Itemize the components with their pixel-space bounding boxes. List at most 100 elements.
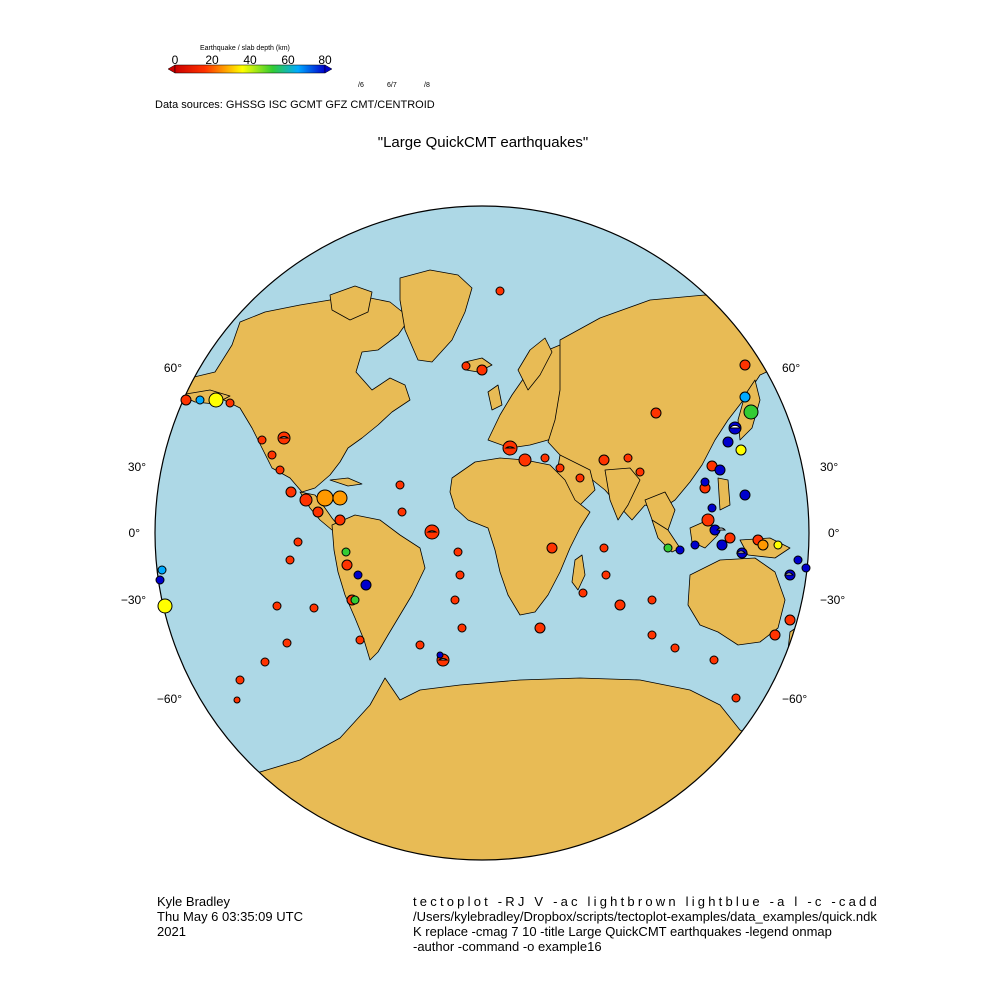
earthquake-marker — [453, 547, 463, 557]
command-line: tectoplot -RJ V -ac lightbrown lightblue… — [413, 894, 880, 909]
earthquake-marker — [722, 436, 734, 448]
earthquake-marker — [707, 503, 717, 513]
earthquake-marker — [275, 465, 285, 475]
map-title: "Large QuickCMT earthquakes" — [377, 134, 589, 151]
philippines — [717, 477, 731, 511]
command-block: tectoplot -RJ V -ac lightbrown lightblue… — [413, 894, 880, 954]
lat-label-right: 0° — [828, 526, 840, 540]
earthquake-marker — [157, 565, 167, 575]
earthquake-marker — [735, 550, 747, 554]
earthquake-marker — [504, 446, 516, 449]
earthquake-marker — [647, 630, 657, 640]
lat-label-left: 30° — [128, 460, 146, 474]
earthquake-marker — [599, 543, 609, 553]
earthquake-marker — [353, 570, 363, 580]
author-block: Kyle Bradley Thu May 6 03:35:09 UTC 2021 — [157, 894, 303, 939]
earthquake-marker — [293, 537, 303, 547]
earthquake-marker — [450, 595, 460, 605]
command-line: -author -command -o example16 — [413, 939, 602, 954]
earthquake-marker — [155, 575, 165, 585]
earthquake-marker — [341, 547, 351, 557]
earthquake-marker — [757, 539, 769, 551]
earthquake-marker — [729, 424, 741, 429]
earthquake-marker — [735, 444, 747, 456]
india — [604, 467, 641, 521]
earthquake-marker — [316, 489, 334, 507]
baffin-island — [329, 285, 373, 321]
earthquake-marker — [157, 598, 173, 614]
earthquake-marker — [495, 286, 505, 296]
data-sources: Data sources: GHSSG ISC GCMT GFZ CMT/CEN… — [155, 99, 435, 111]
earthquake-marker — [784, 614, 796, 626]
lat-label-right: −60° — [782, 692, 807, 706]
earthquake-marker — [647, 595, 657, 605]
earthquake-markers — [155, 286, 811, 704]
earthquake-marker — [360, 579, 372, 591]
earthquake-marker — [743, 404, 759, 420]
command-line: K replace -cmag 7 10 -title Large QuickC… — [413, 924, 832, 939]
africa — [449, 457, 591, 616]
lat-label-left: 0° — [129, 526, 141, 540]
scandinavia — [517, 337, 553, 391]
earthquake-marker — [739, 391, 751, 403]
earthquake-marker — [278, 436, 290, 439]
earthquake-marker — [285, 486, 297, 498]
earthquake-marker — [650, 407, 662, 419]
lat-label-left: −30° — [121, 593, 146, 607]
earthquake-marker — [709, 655, 719, 665]
colorbar-high-arrow — [324, 64, 333, 74]
depth-colorbar: 0 20 40 60 80 — [167, 53, 333, 74]
author-date: Thu May 6 03:35:09 UTC — [157, 909, 303, 924]
earthquake-marker — [208, 392, 224, 408]
cuba — [329, 477, 363, 487]
earthquake-marker — [285, 555, 295, 565]
earthquake-marker — [731, 693, 741, 703]
author-year: 2021 — [157, 924, 186, 939]
command-line: /Users/kylebradley/Dropbox/scripts/tecto… — [413, 909, 877, 924]
magnitude-label: /6 — [358, 82, 364, 89]
earthquake-marker — [395, 480, 405, 490]
earthquake-marker — [773, 540, 783, 550]
colorbar-tick: 40 — [243, 53, 257, 67]
latitude-labels: 60° 30° 0° −30° −60° 60° 30° 0° −30° −60… — [121, 361, 846, 706]
earthquake-marker — [437, 658, 449, 661]
earthquake-marker — [690, 540, 700, 550]
lat-label-left: 60° — [164, 361, 182, 375]
earthquake-marker — [701, 513, 715, 527]
earthquake-marker — [793, 555, 803, 565]
colorbar-tick: 20 — [205, 53, 219, 67]
earthquake-marker — [267, 450, 277, 460]
earthquake-marker — [540, 453, 550, 463]
earthquake-marker — [518, 453, 532, 467]
earthquake-marker — [739, 489, 751, 501]
lat-label-left: −60° — [157, 692, 182, 706]
greenland — [399, 269, 473, 363]
earthquake-marker — [350, 595, 360, 605]
earthquake-marker — [233, 696, 241, 704]
globe-frame — [154, 205, 810, 861]
lat-label-right: 60° — [782, 361, 800, 375]
earthquake-marker — [312, 506, 324, 518]
earthquake-marker — [716, 539, 728, 551]
earthquake-marker — [724, 532, 736, 544]
lat-label-right: 30° — [820, 460, 838, 474]
earthquake-marker — [436, 651, 444, 659]
madagascar — [571, 554, 586, 591]
earthquake-marker — [801, 563, 811, 573]
earthquake-marker — [769, 629, 781, 641]
earthquake-marker — [299, 493, 313, 507]
earthquake-marker — [332, 490, 348, 506]
earthquake-marker — [426, 530, 438, 533]
earthquake-marker — [260, 657, 270, 667]
kamchatka — [764, 329, 783, 373]
magnitude-label: /8 — [424, 82, 430, 89]
earthquake-marker — [415, 640, 425, 650]
earthquake-marker — [534, 622, 546, 634]
earthquake-marker — [355, 635, 365, 645]
author-name: Kyle Bradley — [157, 894, 230, 909]
colorbar-title: Earthquake / slab depth (km) — [200, 45, 290, 52]
earthquake-marker — [546, 542, 558, 554]
magnitude-label: 6/7 — [387, 82, 397, 89]
south-america — [331, 514, 426, 661]
colorbar-tick: 80 — [318, 53, 332, 67]
